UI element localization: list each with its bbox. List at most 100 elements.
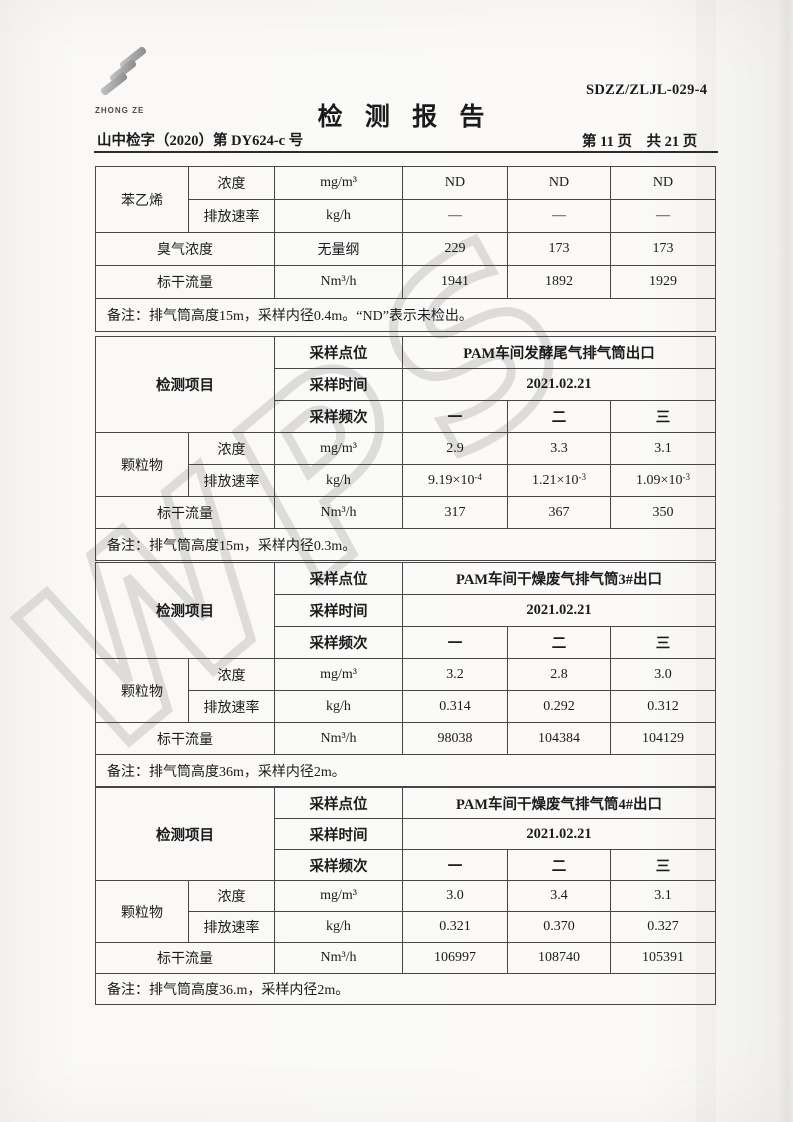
rate-mantissa: 1.21×10 — [532, 473, 579, 488]
cell-conc-value: 2.8 — [507, 658, 611, 691]
table-row: 颗粒物 浓度 mg/m³ 3.0 3.4 3.1 — [95, 880, 717, 943]
table-row: 采样频次 一 二 三 — [96, 400, 717, 433]
table-row: 臭气浓度 无量纲 229 173 173 — [95, 232, 716, 266]
cell-flow-label: 标干流量 — [95, 942, 275, 974]
cell-flow-value: 106997 — [402, 942, 508, 974]
cell-time-value: 2021.02.21 — [401, 594, 717, 627]
cell-conc-value: 3.4 — [507, 880, 611, 912]
cell-rate-unit: kg/h — [274, 199, 403, 233]
rate-exponent: -3 — [578, 472, 586, 482]
cell-conc-value: 3.3 — [507, 432, 611, 465]
cell-freq-value: 一 — [402, 400, 508, 433]
report-number: 山中检字（2020）第 DY624-c 号 — [97, 133, 304, 149]
table-row: 备注：排气筒高度36.m，采样内径2m。 — [94, 973, 717, 1005]
cell-point-label: 采样点位 — [274, 562, 403, 595]
cell-freq-label: 采样频次 — [274, 400, 403, 433]
table-row: 排放速率 kg/h 0.321 0.370 0.327 — [96, 911, 717, 943]
header-rule — [94, 151, 718, 153]
cell-time-label: 采样时间 — [274, 818, 403, 850]
cell-rate-label: 排放速率 — [188, 464, 275, 497]
table-row: 备注：排气筒高度36m，采样内径2m。 — [94, 754, 717, 787]
cell-rate-value: 1.21×10-3 — [507, 464, 611, 497]
cell-flow-value: 105391 — [609, 942, 717, 974]
cell-flow-value: 1941 — [402, 265, 508, 299]
report-title: 检 测 报 告 — [317, 104, 493, 131]
cell-conc-value: ND — [610, 166, 716, 200]
cell-point-value: PAM车间干燥废气排气筒4#出口 — [401, 787, 717, 819]
table-styrene-results: 苯乙烯 浓度 mg/m³ ND ND ND 排放速率 kg/h — — — 臭气… — [95, 166, 716, 332]
cell-point-label: 采样点位 — [274, 787, 403, 819]
cell-conc-value: ND — [402, 166, 508, 200]
cell-freq-value: 一 — [402, 849, 508, 881]
cell-rate-value: 0.321 — [402, 911, 508, 943]
table-row: 颗粒物 浓度 mg/m³ 3.2 2.8 3.0 — [95, 658, 717, 723]
table-row: 采样频次 一 二 三 — [96, 626, 717, 659]
cell-freq-value: 一 — [402, 626, 508, 659]
rate-mantissa: 1.09×10 — [636, 473, 683, 488]
cell-flow-value: 1892 — [507, 265, 611, 299]
rate-exponent: -4 — [474, 472, 482, 482]
cell-flow-unit: Nm³/h — [274, 942, 403, 974]
table-row: 备注：排气筒高度15m，采样内径0.4m。“ND”表示未检出。 — [95, 298, 716, 332]
cell-note: 备注：排气筒高度36.m，采样内径2m。 — [94, 973, 717, 1005]
table-row: 采样时间 2021.02.21 — [96, 818, 717, 850]
cell-rate-value: — — [507, 199, 611, 233]
cell-flow-label: 标干流量 — [95, 722, 275, 755]
cell-rate-label: 排放速率 — [188, 690, 275, 723]
table-row: 采样频次 一 二 三 — [96, 849, 717, 881]
table-row: 颗粒物 浓度 mg/m³ 2.9 3.3 3.1 — [95, 432, 717, 497]
cell-conc-value: 3.2 — [402, 658, 508, 691]
cell-rate-value: 0.292 — [507, 690, 611, 723]
cell-flow-label: 标干流量 — [95, 496, 275, 529]
cell-freq-value: 二 — [507, 400, 611, 433]
cell-rate-label: 排放速率 — [188, 911, 275, 943]
cell-rate-value: — — [610, 199, 716, 233]
cell-param: 颗粒物 — [95, 880, 189, 943]
cell-rate-value: — — [402, 199, 508, 233]
cell-project-label: 检测项目 — [95, 787, 275, 881]
cell-freq-label: 采样频次 — [274, 849, 403, 881]
cell-rate-value: 0.370 — [507, 911, 611, 943]
cell-flow-value: 1929 — [610, 265, 716, 299]
cell-odor-label: 臭气浓度 — [95, 232, 275, 266]
cell-conc-label: 浓度 — [188, 880, 275, 912]
rate-exponent: -3 — [682, 472, 690, 482]
cell-freq-value: 三 — [609, 626, 717, 659]
cell-odor-value: 173 — [507, 232, 611, 266]
cell-param: 苯乙烯 — [95, 166, 189, 233]
cell-flow-value: 317 — [402, 496, 508, 529]
cell-rate-unit: kg/h — [274, 464, 403, 497]
table-row: 检测项目 采样点位 PAM车间干燥废气排气筒4#出口 — [95, 787, 717, 881]
cell-odor-value: 173 — [610, 232, 716, 266]
table-row: 备注：排气筒高度15m，采样内径0.3m。 — [94, 528, 717, 561]
cell-note: 备注：排气筒高度15m，采样内径0.3m。 — [94, 528, 717, 561]
cell-flow-value: 367 — [507, 496, 611, 529]
table-row: 排放速率 kg/h 0.314 0.292 0.312 — [96, 690, 717, 723]
table-pam-drying-outlet-4: 检测项目 采样点位 PAM车间干燥废气排气筒4#出口 采样时间 2021.02.… — [94, 787, 717, 1005]
scan-edge-shadow — [777, 0, 793, 1122]
cell-time-label: 采样时间 — [274, 368, 403, 401]
cell-flow-value: 108740 — [507, 942, 611, 974]
table-row: 排放速率 kg/h 9.19×10-4 1.21×10-3 1.09×10-3 — [96, 464, 717, 497]
cell-flow-value: 104129 — [609, 722, 717, 755]
cell-rate-value: 1.09×10-3 — [609, 464, 717, 497]
cell-conc-unit: mg/m³ — [274, 880, 403, 912]
cell-conc-label: 浓度 — [188, 166, 275, 200]
cell-flow-unit: Nm³/h — [274, 265, 403, 299]
cell-param: 颗粒物 — [95, 432, 189, 497]
cell-param: 颗粒物 — [95, 658, 189, 723]
cell-time-value: 2021.02.21 — [401, 368, 717, 401]
cell-freq-label: 采样频次 — [274, 626, 403, 659]
cell-rate-value: 0.327 — [609, 911, 717, 943]
zhongze-logo-icon: ZHONG ZE — [95, 45, 165, 124]
cell-rate-value: 9.19×10-4 — [402, 464, 508, 497]
cell-conc-label: 浓度 — [188, 658, 275, 691]
cell-note: 备注：排气筒高度15m，采样内径0.4m。“ND”表示未检出。 — [95, 298, 716, 332]
cell-time-label: 采样时间 — [274, 594, 403, 627]
table-pam-fermentation-outlet: 检测项目 采样点位 PAM车间发酵尾气排气筒出口 采样时间 2021.02.21… — [94, 336, 717, 561]
cell-conc-label: 浓度 — [188, 432, 275, 465]
table-row: 标干流量 Nm³/h 1941 1892 1929 — [95, 265, 716, 299]
doc-code: SDZZ/ZLJL-029-4 — [586, 82, 708, 98]
cell-odor-value: 229 — [402, 232, 508, 266]
